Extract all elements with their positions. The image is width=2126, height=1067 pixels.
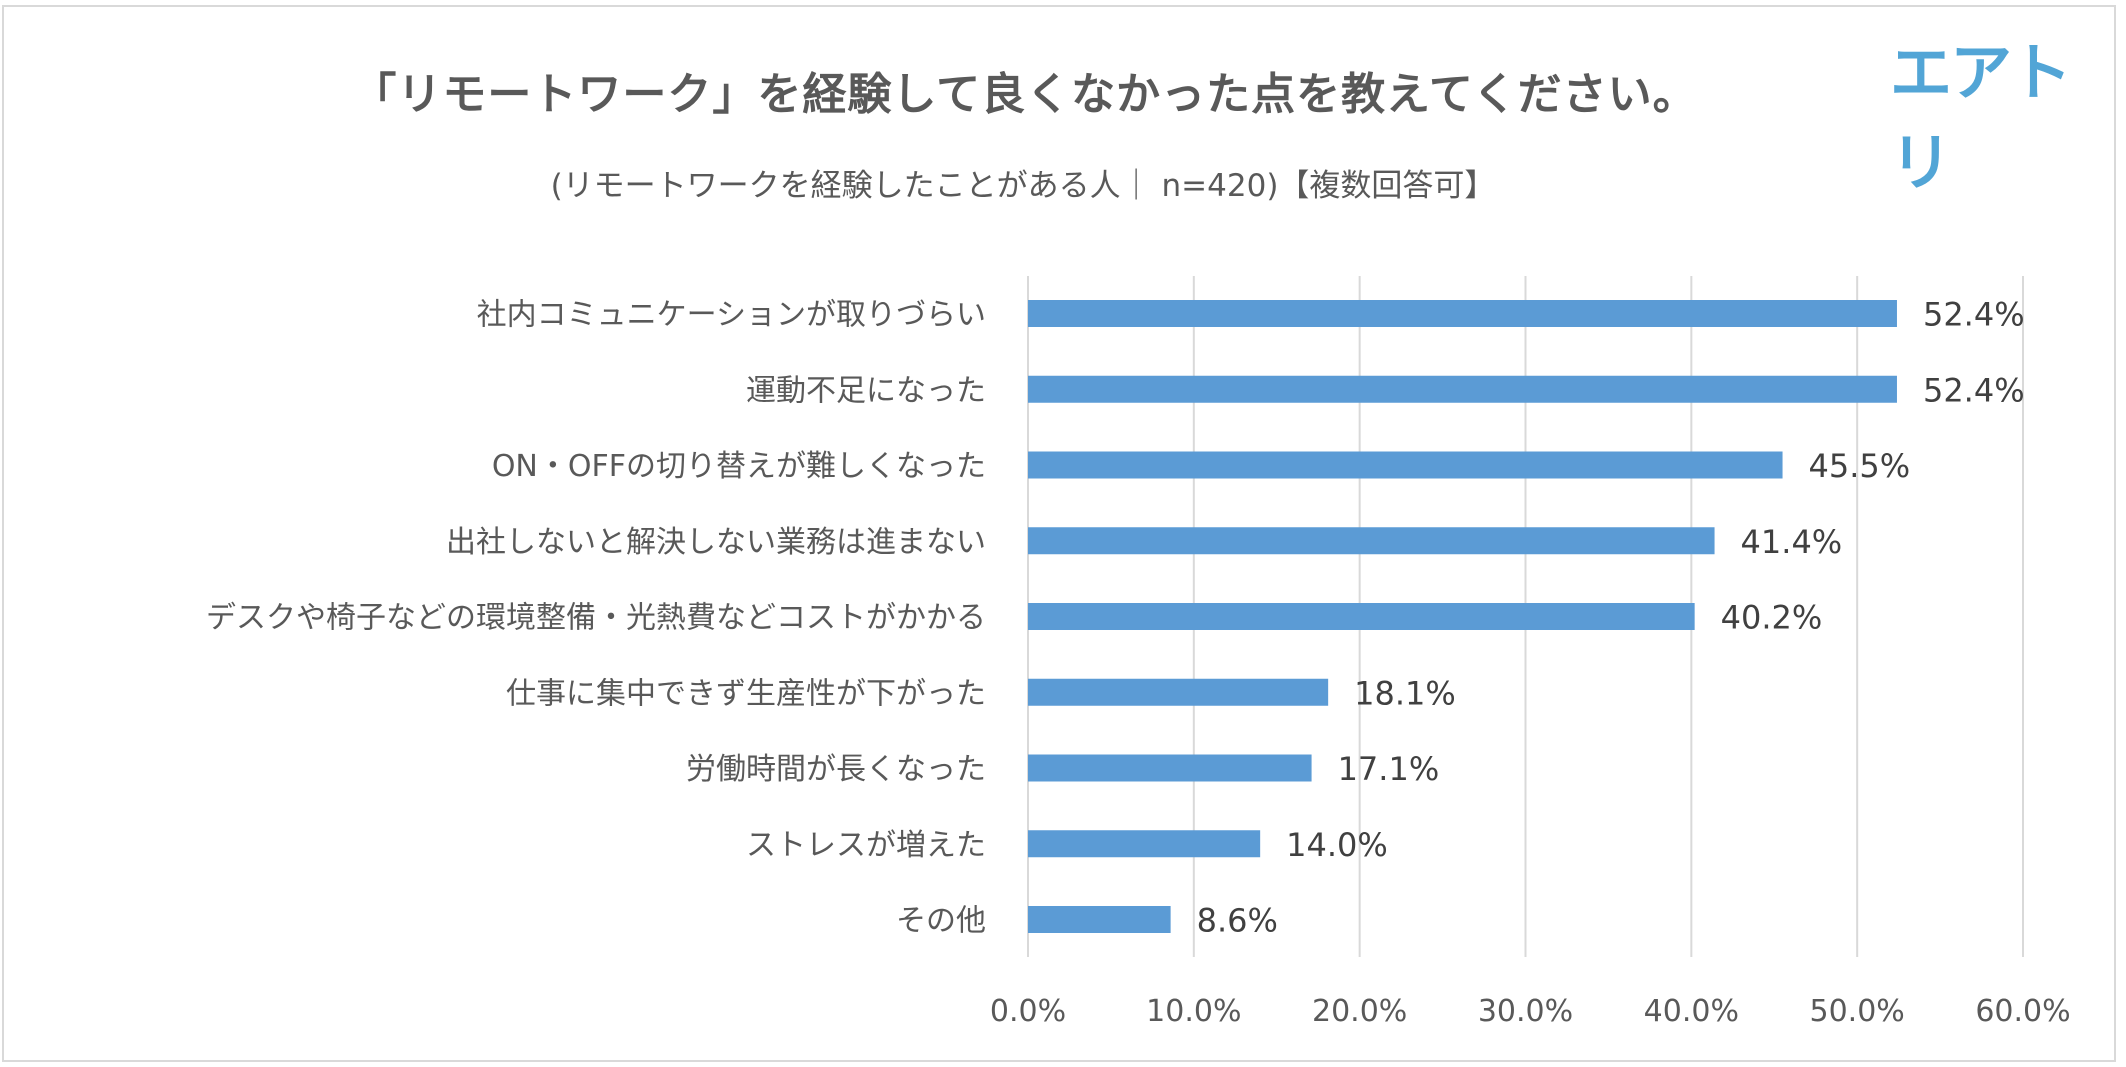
x-tick-label: 60.0% — [1975, 994, 2070, 1029]
x-tick-label: 10.0% — [1146, 994, 1241, 1029]
bar — [1028, 527, 1715, 555]
data-label: 14.0% — [1286, 826, 1388, 864]
x-tick-label: 50.0% — [1810, 994, 1905, 1029]
category-label: 出社しないと解決しない業務は進まない — [446, 525, 986, 560]
data-label: 41.4% — [1741, 523, 1843, 561]
bar — [1028, 906, 1171, 933]
bar — [1028, 300, 1897, 327]
data-label: 18.1% — [1354, 674, 1456, 712]
category-label: 労働時間が長くなった — [686, 752, 986, 787]
category-label: 社内コミュニケーションが取りづらい — [477, 298, 986, 333]
x-tick-label: 40.0% — [1644, 994, 1739, 1029]
category-label: ストレスが増えた — [746, 828, 986, 863]
category-label: 運動不足になった — [746, 373, 986, 408]
category-label: ON・OFFの切り替えが難しくなった — [492, 449, 986, 484]
data-label: 17.1% — [1338, 750, 1440, 788]
x-tick-label: 0.0% — [990, 994, 1066, 1029]
bar — [1028, 678, 1329, 706]
data-label: 40.2% — [1721, 599, 1823, 637]
x-tick-label: 20.0% — [1312, 994, 1407, 1029]
data-label: 8.6% — [1197, 902, 1278, 940]
data-label: 52.4% — [1923, 371, 2025, 409]
bar — [1028, 754, 1312, 782]
data-label: 45.5% — [1809, 447, 1911, 485]
category-label: 仕事に集中できず生産性が下がった — [506, 676, 986, 711]
category-label: その他 — [896, 904, 986, 939]
category-label: デスクや椅子などの環境整備・光熱費などコストがかかる — [206, 601, 986, 636]
airtrip-logo: エアトリ — [1890, 36, 2072, 199]
x-tick-label: 30.0% — [1478, 994, 1573, 1029]
data-label: 52.4% — [1923, 296, 2025, 334]
bar — [1028, 451, 1783, 479]
bar — [1028, 375, 1897, 403]
bar — [1028, 603, 1695, 630]
chart-title: 「リモートワーク」を経験して良くなかった点を教えてください。 — [352, 69, 1698, 120]
chart-frame — [2, 5, 2116, 1062]
chart-subtitle: (リモートワークを経験したことがある人｜ n=420)【複数回答可】 — [550, 168, 1496, 204]
bar — [1028, 830, 1261, 858]
